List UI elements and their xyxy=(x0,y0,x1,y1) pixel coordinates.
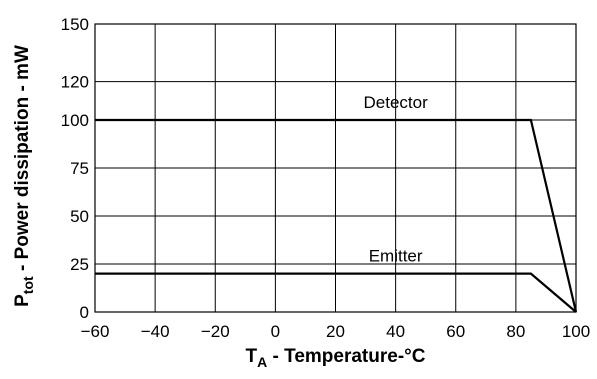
y-tick-label: 75 xyxy=(70,159,89,178)
x-tick-label: 60 xyxy=(446,322,465,341)
x-axis-title-subscript: A xyxy=(257,354,267,370)
x-tick-label: −20 xyxy=(201,322,230,341)
y-tick-label: 0 xyxy=(80,303,89,322)
emitter-series-line xyxy=(95,272,577,313)
grid xyxy=(94,23,577,313)
y-tick-labels: 0 25 50 75 100 120 150 xyxy=(61,15,89,322)
x-axis-title-main: T xyxy=(246,346,258,367)
y-tick-label: 150 xyxy=(61,15,89,34)
y-tick-label: 100 xyxy=(61,111,89,130)
y-tick-label: 50 xyxy=(70,207,89,226)
x-axis-title: TA - Temperature-°C xyxy=(246,346,426,370)
y-tick-label: 120 xyxy=(61,73,89,92)
series-labels: Detector Emitter xyxy=(364,93,429,266)
x-tick-label: 80 xyxy=(506,322,525,341)
plot-frame xyxy=(94,23,577,313)
y-axis-title-subscript: tot xyxy=(20,276,36,294)
x-tick-label: 20 xyxy=(326,322,345,341)
detector-series-line xyxy=(95,118,578,313)
series-lines xyxy=(95,118,578,313)
y-axis-title: Ptot - Power dissipation - mW xyxy=(12,45,36,307)
emitter-series-label: Emitter xyxy=(369,247,423,266)
x-tick-label: 40 xyxy=(386,322,405,341)
x-tick-label: −40 xyxy=(141,322,170,341)
y-tick-label: 25 xyxy=(70,255,89,274)
x-tick-labels: −60 −40 −20 0 20 40 60 80 100 xyxy=(81,322,591,341)
y-axis-title-main: P xyxy=(12,294,33,307)
x-tick-label: 100 xyxy=(562,322,590,341)
x-tick-label: −60 xyxy=(81,322,110,341)
x-tick-label: 0 xyxy=(271,322,280,341)
detector-series-label: Detector xyxy=(364,93,429,112)
x-axis-title-rest: - Temperature-°C xyxy=(267,346,425,367)
y-axis-title-rest: - Power dissipation - mW xyxy=(12,45,33,276)
